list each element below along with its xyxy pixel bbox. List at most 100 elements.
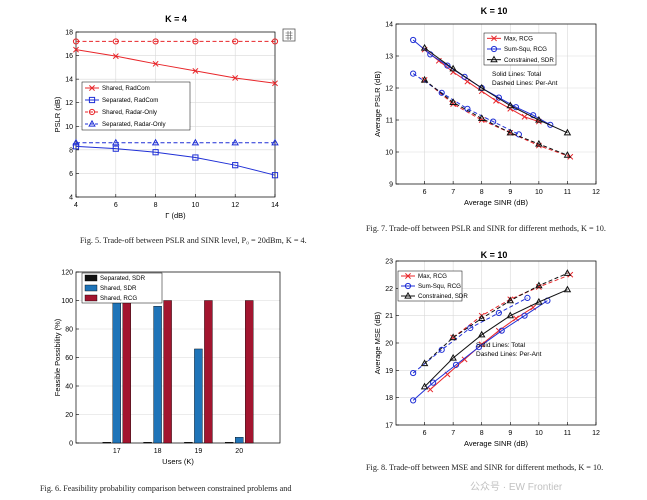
fig8-series-line-4 bbox=[412, 297, 528, 374]
fig5-caption: Fig. 5. Trade-off between PSLR and SINR … bbox=[80, 236, 307, 245]
fig7-series-2-point-4 bbox=[535, 115, 543, 123]
fig7-series-line-3 bbox=[424, 79, 571, 158]
fig8-series-5-point-1 bbox=[449, 333, 457, 341]
fig6-bar-1-3 bbox=[234, 437, 244, 444]
fig6-bar-0-2 bbox=[184, 442, 193, 444]
fig7-series-4-point-4 bbox=[515, 131, 522, 138]
fig6-legend-label-0: Separated, SDR bbox=[100, 275, 146, 282]
fig8-series-2-point-4 bbox=[535, 297, 543, 305]
fig6-xtick-label-1: 18 bbox=[154, 448, 162, 455]
fig5-series-2-point-5 bbox=[271, 38, 279, 45]
fig7-series-5-point-1 bbox=[449, 98, 457, 105]
fig7-annotation-1: Dashed Lines: Per-Ant bbox=[492, 80, 558, 87]
fig6-xtick-label-0: 17 bbox=[113, 448, 121, 455]
fig5-ytick-label-5: 14 bbox=[65, 77, 73, 84]
fig5-xlabel: Γ (dB) bbox=[165, 211, 186, 220]
fig7-series-4-point-2 bbox=[464, 105, 471, 112]
fig8-xtick-label-5: 11 bbox=[564, 430, 571, 437]
fig8-ytick-label-3: 20 bbox=[385, 341, 393, 348]
fig8-annotation-1: Dashed Lines: Per-Ant bbox=[476, 351, 542, 358]
fig6-legend-swatch-2 bbox=[84, 294, 98, 302]
fig5-ytick-label-6: 16 bbox=[65, 53, 73, 60]
fig5-series-3-point-4 bbox=[231, 138, 239, 146]
fig5-series-line-0 bbox=[75, 49, 276, 84]
fig7-legend-label-1: Sum-Squ, RCG bbox=[504, 46, 547, 53]
fig5-ytick-label-3: 10 bbox=[65, 124, 73, 131]
fig5-series-1-point-1 bbox=[112, 145, 119, 152]
fig8-xtick-label-6: 12 bbox=[592, 430, 600, 437]
fig8-xtick-label-4: 10 bbox=[535, 430, 543, 437]
fig7-series-5-point-4 bbox=[535, 139, 543, 147]
fig6-legend-label-2: Shared, RCG bbox=[100, 295, 137, 302]
fig8-series-1-point-1 bbox=[430, 379, 437, 386]
fig7-xlabel: Average SINR (dB) bbox=[464, 198, 529, 207]
fig8-series-1-point-5 bbox=[521, 312, 528, 319]
fig7-caption: Fig. 7. Trade-off between PSLR and SINR … bbox=[366, 224, 606, 233]
fig7-series-4-point-0 bbox=[410, 70, 417, 77]
fig5-xtick-label-2: 8 bbox=[154, 202, 158, 209]
fig5-series-line-1 bbox=[75, 145, 276, 176]
fig7-xtick-label-5: 11 bbox=[564, 189, 571, 196]
fig7-ytick-label-0: 9 bbox=[389, 182, 393, 189]
fig5-series-3-point-5 bbox=[271, 138, 279, 146]
fig7-series-0-point-5 bbox=[493, 97, 499, 104]
fig6-plot-frame bbox=[75, 271, 281, 444]
fig7-ylabel: Average PSLR (dB) bbox=[373, 71, 382, 137]
fig6-bar-0-1 bbox=[143, 442, 152, 444]
fig7-series-2-point-5 bbox=[563, 128, 572, 136]
fig8-xlabel: Average SINR (dB) bbox=[464, 439, 529, 448]
fig8-series-line-5 bbox=[424, 272, 568, 364]
fig6-bar-2-3 bbox=[244, 300, 254, 444]
fig8-series-5-point-2 bbox=[477, 314, 486, 321]
fig5-xtick-label-0: 4 bbox=[74, 202, 78, 209]
fig7-xtick-label-4: 10 bbox=[535, 189, 543, 196]
fig5-series-1-point-2 bbox=[152, 149, 159, 156]
fig7-ytick-label-1: 10 bbox=[385, 150, 393, 157]
fig7-ytick-label-5: 14 bbox=[385, 22, 393, 29]
fig5-series-0-point-0 bbox=[73, 46, 79, 53]
fig8-series-4-point-0 bbox=[410, 369, 417, 377]
fig7-series-0-point-6 bbox=[507, 105, 514, 112]
fig8-legend-marker-2 bbox=[404, 291, 412, 299]
fig8-ytick-label-6: 23 bbox=[385, 259, 393, 266]
fig8-ylabel: Average MSE (dB) bbox=[373, 311, 382, 374]
fig7-xtick-label-3: 9 bbox=[508, 189, 512, 196]
fig6-bar-2-0 bbox=[122, 300, 132, 444]
fig8-legend-label-0: Max, RCG bbox=[418, 273, 447, 280]
fig8-series-1-point-0 bbox=[410, 397, 417, 404]
fig6-bar-1-0 bbox=[112, 300, 122, 444]
fig7-legend-label-2: Constrained, SDR bbox=[504, 57, 554, 64]
export-icon-frame bbox=[282, 28, 296, 42]
fig7-series-5-point-5 bbox=[563, 151, 572, 158]
fig6-ytick-label-0: 0 bbox=[69, 441, 73, 448]
fig8-series-4-point-3 bbox=[495, 309, 502, 317]
fig5-series-3-point-0 bbox=[72, 138, 80, 146]
fig7-series-2-point-2 bbox=[477, 83, 486, 91]
fig7-series-5-point-3 bbox=[506, 128, 515, 136]
fig5-ytick-label-0: 4 bbox=[69, 195, 73, 202]
fig6-xlabel: Users (K) bbox=[162, 457, 194, 466]
fig7-series-1-point-3 bbox=[461, 73, 468, 80]
fig5-series-2-point-4 bbox=[232, 38, 239, 45]
fig7-series-5-point-0 bbox=[420, 75, 429, 83]
fig8-series-4-point-4 bbox=[524, 294, 531, 301]
fig8-series-4-point-2 bbox=[467, 324, 474, 332]
fig6-xtick-label-2: 19 bbox=[195, 448, 203, 455]
fig5-title: K = 4 bbox=[165, 14, 187, 24]
fig5-plot-frame bbox=[75, 31, 276, 198]
fig5-legend-marker-2 bbox=[88, 108, 96, 116]
fig8-ytick-label-2: 19 bbox=[385, 368, 393, 375]
fig7-series-1-point-8 bbox=[547, 121, 554, 128]
fig8-series-5-point-0 bbox=[420, 359, 429, 367]
fig8-series-0-point-0 bbox=[427, 386, 434, 393]
fig5-legend-marker-1 bbox=[88, 96, 96, 104]
fig5-series-2-point-0 bbox=[72, 38, 80, 45]
fig5-ytick-label-1: 6 bbox=[69, 171, 73, 178]
fig8-series-2-point-2 bbox=[477, 330, 486, 338]
fig7-series-line-2 bbox=[424, 47, 568, 134]
fig5-series-3-point-3 bbox=[191, 138, 200, 146]
fig8-series-0-point-2 bbox=[461, 356, 468, 363]
fig5-legend-marker-3 bbox=[88, 119, 96, 127]
fig8-annotation-0: Solid Lines: Total bbox=[476, 342, 526, 349]
fig7-ytick-label-2: 11 bbox=[386, 118, 393, 125]
